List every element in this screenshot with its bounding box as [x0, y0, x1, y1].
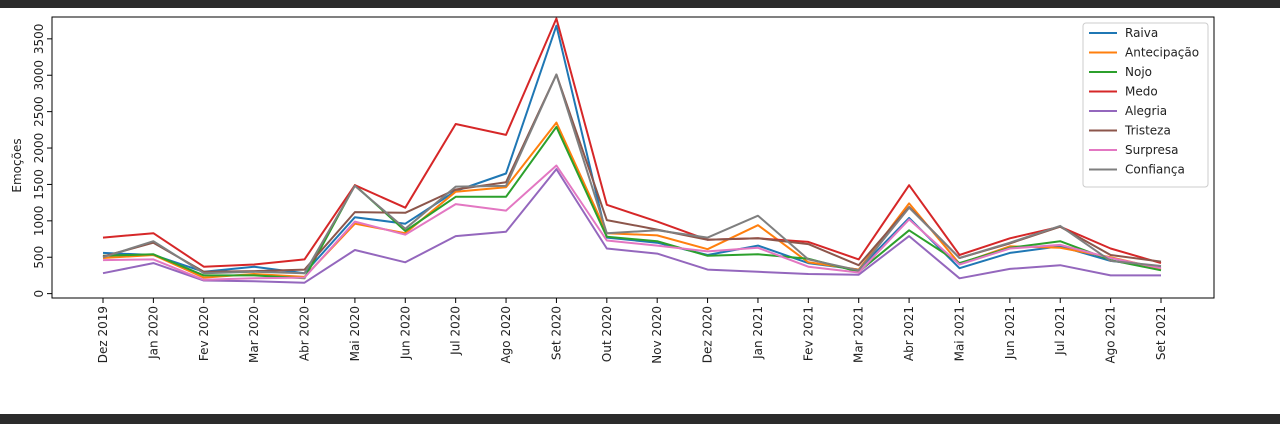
legend-label: Antecipação: [1125, 46, 1199, 60]
x-tick-label: Jan 2020: [146, 306, 160, 360]
x-tick-label: Ago 2021: [1104, 306, 1118, 364]
legend-label: Surpresa: [1125, 143, 1178, 157]
y-tick-label: 3000: [32, 60, 46, 91]
y-axis-label: Emoções: [10, 138, 24, 192]
x-tick-label: Jul 2020: [449, 306, 463, 356]
x-tick-label: Jan 2021: [751, 306, 765, 360]
y-tick-label: 2500: [32, 96, 46, 127]
legend-label: Nojo: [1125, 65, 1152, 79]
y-tick-label: 500: [32, 246, 46, 269]
plot-area: [51, 16, 1215, 299]
legend-label: Alegria: [1125, 104, 1167, 118]
x-tick-label: Dez 2020: [701, 306, 715, 363]
y-tick-label: 2000: [32, 133, 46, 164]
x-tick-label: Fev 2020: [197, 306, 211, 361]
x-tick-label: Abr 2020: [298, 306, 312, 361]
x-tick-label: Mar 2021: [852, 306, 866, 363]
x-tick-label: Dez 2019: [96, 306, 110, 363]
series-line-7: [102, 73, 1162, 275]
legend-label: Medo: [1125, 85, 1158, 99]
legend: Raiva Antecipação Nojo Medo Alegria Tristeza S…: [1082, 22, 1209, 188]
x-tick-label: Ago 2020: [499, 306, 513, 364]
x-tick-label: Abr 2021: [902, 306, 916, 361]
y-tick-label: 1000: [32, 206, 46, 237]
series-line-6: [102, 164, 1162, 281]
plot-frame: [51, 16, 1215, 299]
x-tick-label: Mai 2020: [348, 306, 362, 361]
x-tick-label: Fev 2021: [801, 306, 815, 361]
chart-frame: Dez 2019 Jan 2020 Fev 2020 Mar 2020 Abr 2020…: [0, 8, 1280, 414]
y-axis: 0 500 1000 1500 2000 2500 3000 3500: [32, 24, 52, 298]
legend-label: Confiança: [1125, 163, 1185, 177]
y-tick-label: 3500: [32, 24, 46, 55]
x-tick-label: Jun 2021: [1003, 306, 1017, 360]
legend-label: Tristeza: [1124, 124, 1171, 138]
x-tick-label: Set 2020: [549, 306, 563, 360]
x-tick-label: Set 2021: [1154, 306, 1168, 360]
legend-box: [1082, 22, 1209, 188]
x-tick-label: Nov 2020: [650, 306, 664, 364]
series-line-3: [102, 17, 1162, 268]
x-tick-label: Mai 2021: [952, 306, 966, 361]
legend-label: Raiva: [1125, 26, 1158, 40]
y-tick-label: 0: [32, 290, 46, 298]
y-tick-label: 1500: [32, 169, 46, 200]
series-line-2: [102, 125, 1162, 280]
x-tick-label: Out 2020: [600, 306, 614, 362]
series-line-4: [102, 168, 1161, 284]
x-tick-label: Jun 2020: [398, 306, 412, 360]
x-tick-label: Jul 2021: [1053, 306, 1067, 356]
x-tick-label: Mar 2020: [247, 306, 261, 363]
x-axis: Dez 2019 Jan 2020 Fev 2020 Mar 2020 Abr 2020…: [96, 298, 1168, 364]
line-chart: Dez 2019 Jan 2020 Fev 2020 Mar 2020 Abr 2020…: [10, 16, 1215, 364]
